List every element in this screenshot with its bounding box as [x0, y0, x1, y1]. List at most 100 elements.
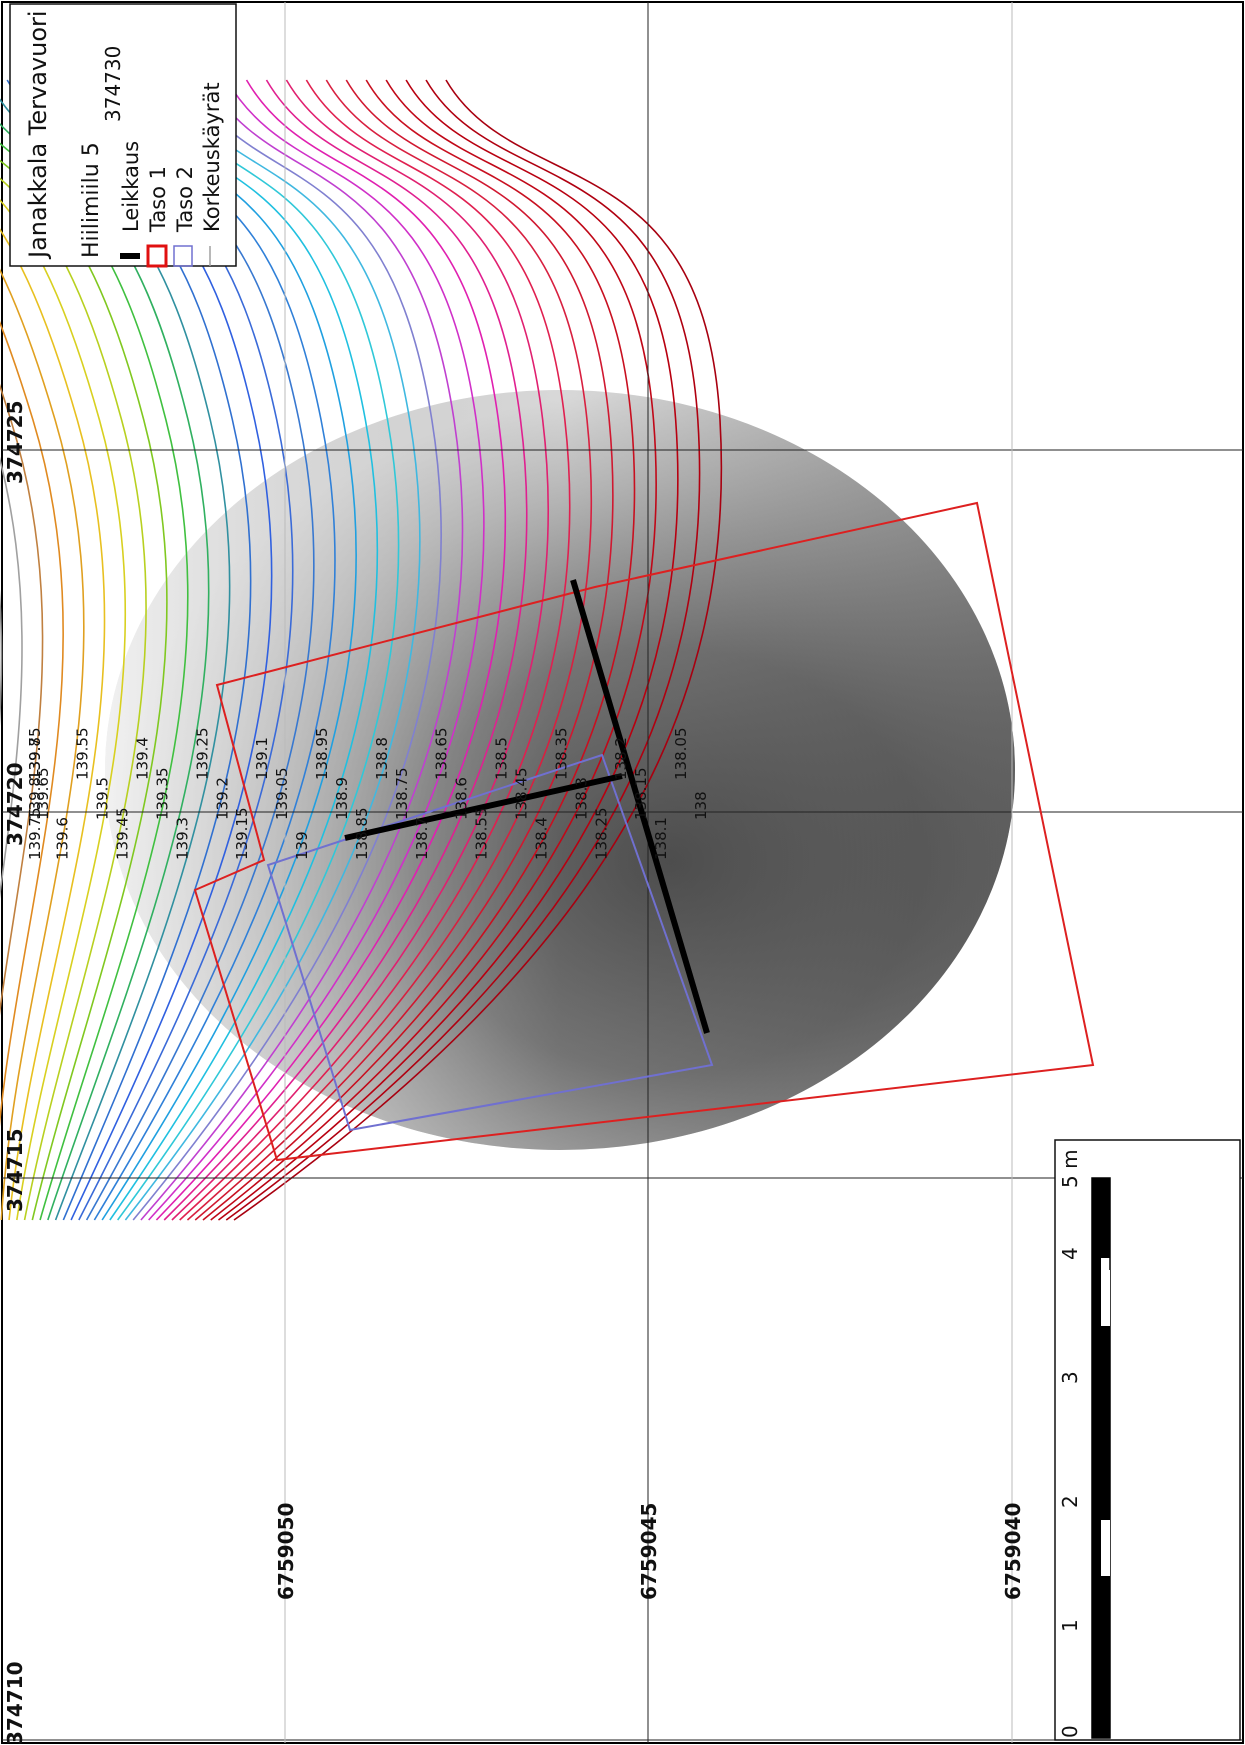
easting-label-374715: 374715 [3, 1129, 27, 1213]
contour-label: 138 [692, 791, 710, 820]
contour-label: 139.3 [173, 817, 191, 860]
scale-seg-3 [1092, 1380, 1110, 1504]
northing-label-6759045: 6759045 [637, 1503, 661, 1600]
contour-line [0, 199, 127, 1221]
contour-label: 138.5 [493, 737, 511, 780]
contour-label: 138.95 [313, 728, 331, 781]
scale-gap-1 [1101, 1270, 1110, 1326]
contour-label: 138.45 [512, 768, 530, 821]
contour-label: 138.9 [333, 777, 351, 820]
contour-line [210, 79, 657, 1221]
scale-label-2: 2 [1058, 1495, 1082, 1508]
contour-line [233, 79, 723, 1221]
legend-taso1-symbol [146, 244, 168, 268]
contour-label: 138.55 [473, 808, 491, 861]
easting-label-374720: 374720 [3, 763, 27, 847]
contour-label: 139.45 [114, 808, 132, 861]
scale-seg-2a [1092, 1258, 1101, 1380]
scale-label-5m: 5 m [1058, 1149, 1082, 1188]
contour-label: 139.6 [54, 817, 72, 860]
contour-line [0, 268, 85, 1221]
legend-title: Janakkala Tervavuori [24, 10, 52, 260]
legend-taso2-label: Taso 2 [173, 166, 197, 233]
contour-label: 138.2 [612, 737, 630, 780]
contour-line [0, 320, 64, 1128]
contour-label: 139 [293, 831, 311, 860]
contour-label: 138.8 [373, 737, 391, 780]
scale-bar-box [1054, 1139, 1241, 1741]
contour-label: 138.65 [433, 728, 451, 781]
contour-label: 139.5 [94, 777, 112, 820]
section-line-2 [344, 773, 623, 841]
legend-subtitle: Hiilimiilu 5 [79, 142, 104, 258]
contour-label: 138.1 [652, 817, 670, 860]
contour-line [225, 79, 701, 1221]
legend-taso1-label: Taso 1 [146, 166, 170, 233]
contour-line [186, 79, 593, 1221]
northing-label-6759050: 6759050 [274, 1503, 298, 1600]
contour-line [179, 79, 571, 1221]
contour-label: 138.85 [353, 808, 371, 861]
contour-label: 139.7 [26, 737, 44, 780]
easting-label-374725: 374725 [3, 401, 27, 485]
scale-bar: 0 1 2 3 4 5 m [1054, 1139, 1241, 1741]
easting-label-374710: 374710 [3, 1662, 27, 1745]
contour-line [171, 79, 549, 1221]
contour-label: 139.1 [253, 737, 271, 780]
contour-label: 138.7 [413, 817, 431, 860]
contour-labels: 139.85139.8139.75139.7139.65139.6139.551… [26, 728, 710, 861]
contour-label: 138.15 [632, 768, 650, 821]
contour-line [0, 228, 106, 1221]
scale-label-3: 3 [1058, 1371, 1082, 1384]
contour-label: 139.05 [273, 768, 291, 821]
contour-label: 139.2 [213, 777, 231, 820]
scale-seg-1 [1092, 1178, 1110, 1258]
contour-label: 139.35 [153, 768, 171, 821]
northing-label-6759040: 6759040 [1001, 1503, 1025, 1600]
contour-line [148, 79, 485, 1221]
contour-label: 139.55 [74, 728, 92, 781]
legend-taso2-symbol [173, 245, 193, 267]
scale-label-0: 0 [1058, 1725, 1082, 1738]
contour-line [0, 159, 168, 1221]
contour-label: 138.4 [532, 817, 550, 860]
contour-label: 139.4 [134, 737, 152, 780]
scale-gap-2 [1101, 1520, 1110, 1576]
legend-leikkaus-label: Leikkaus [119, 141, 143, 232]
coordinate-labels: 374725 374720 374715 374710 6759050 6759… [3, 401, 1025, 1745]
taso-2-polygon [266, 753, 714, 1132]
contour-label: 138.35 [552, 728, 570, 781]
legend-korkeuskayrat-label: Korkeuskäyrät [200, 82, 224, 232]
scale-seg-5 [1092, 1628, 1110, 1738]
contour-label: 139.8 [26, 777, 44, 820]
scale-label-1: 1 [1058, 1619, 1082, 1632]
taso-1-polygon [193, 501, 1095, 1162]
contour-label: 139.75 [26, 808, 44, 861]
contour-line [132, 79, 442, 1221]
section-line-1 [570, 579, 710, 1034]
legend: 374730 Janakkala Tervavuori Hiilimiilu 5… [9, 3, 237, 268]
contour-label: 138.3 [572, 777, 590, 820]
contour-label: 138.25 [592, 808, 610, 861]
contour-line [163, 79, 528, 1221]
contour-line [124, 79, 421, 1221]
contour-label: 139.25 [193, 728, 211, 781]
contour-line [0, 383, 44, 1016]
scale-label-4: 4 [1058, 1247, 1082, 1260]
contour-line [218, 79, 679, 1221]
contour-line [202, 79, 636, 1221]
legend-faint-label: 374730 [101, 46, 125, 122]
contour-line [117, 79, 400, 1221]
leikkaus-lines [344, 579, 710, 1034]
scale-seg-4a [1092, 1504, 1101, 1628]
legend-box [9, 3, 237, 267]
contour-line [0, 457, 23, 899]
contour-label: 138.05 [672, 728, 690, 781]
contour-line [155, 79, 507, 1221]
contour-label: 138.6 [453, 777, 471, 820]
contour-line [140, 79, 464, 1221]
contour-label: 138.75 [393, 768, 411, 821]
